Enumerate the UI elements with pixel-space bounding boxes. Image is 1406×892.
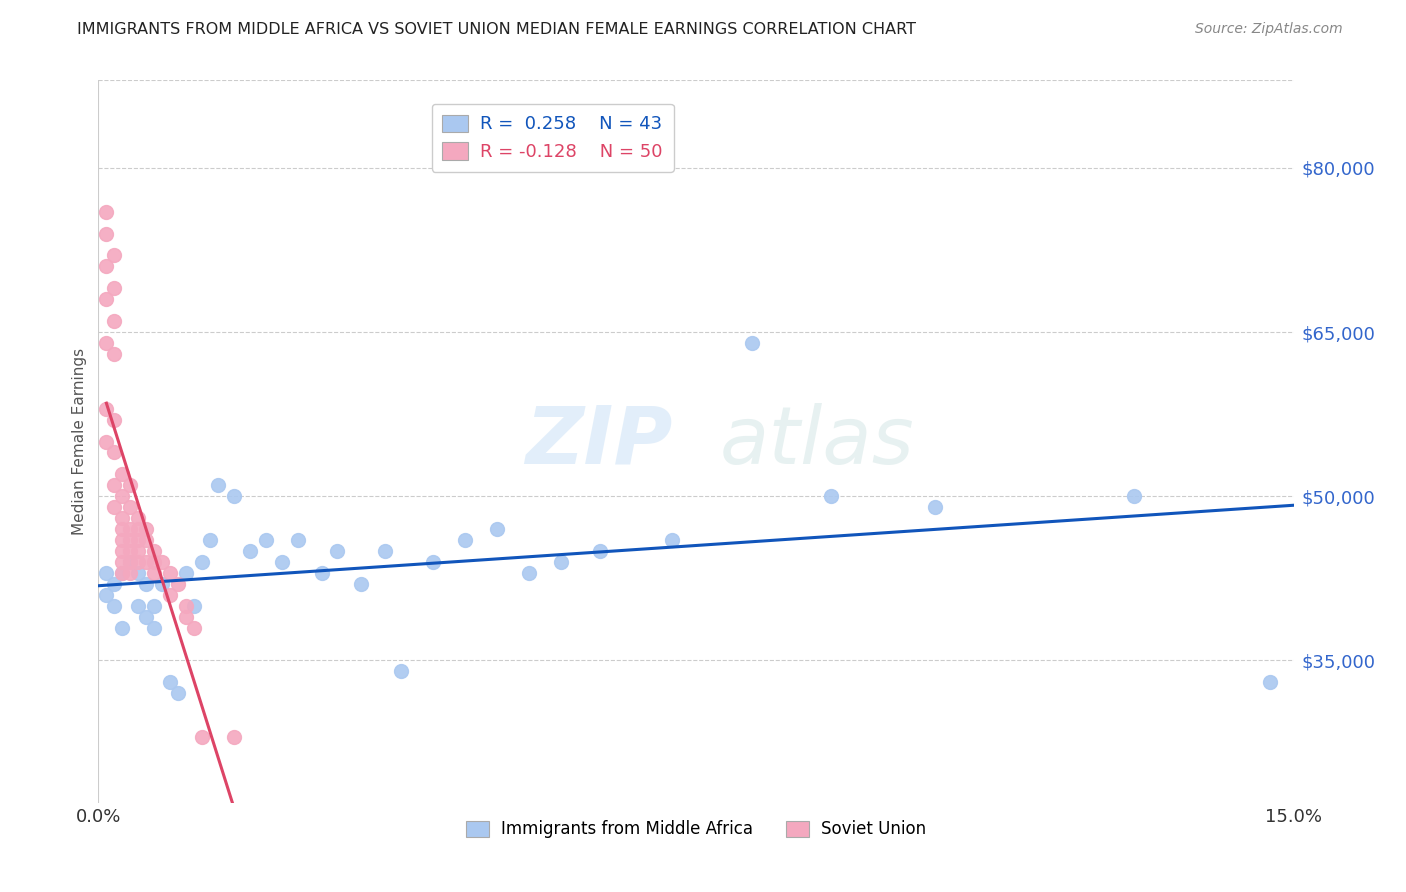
Point (127, 522, 149, 536)
Point (374, 544, 396, 558)
Point (143, 555, 166, 569)
Point (1258, 675, 1281, 690)
Point (222, 489, 245, 503)
Point (127, 566, 149, 580)
Point (239, 544, 262, 558)
Point (820, 489, 842, 503)
Point (111, 566, 134, 580)
Point (222, 730, 245, 744)
Point (111, 511, 134, 525)
Point (174, 599, 197, 613)
Point (96, 336, 118, 351)
Point (517, 566, 540, 580)
Point (135, 577, 157, 591)
Point (485, 522, 508, 536)
Point (135, 609, 157, 624)
Point (741, 336, 763, 351)
Point (111, 621, 134, 635)
Point (120, 566, 142, 580)
Point (111, 522, 134, 536)
Point (96, 401, 118, 416)
Point (174, 609, 197, 624)
Point (287, 533, 309, 547)
Point (127, 533, 149, 547)
Point (120, 533, 142, 547)
Point (103, 412, 125, 426)
Point (103, 314, 125, 328)
Point (103, 281, 125, 295)
Point (103, 599, 125, 613)
Point (389, 665, 412, 679)
Point (143, 544, 166, 558)
Point (143, 599, 166, 613)
Point (143, 566, 166, 580)
Point (661, 533, 683, 547)
Point (96, 292, 118, 306)
Point (96, 260, 118, 274)
Point (350, 577, 373, 591)
Point (191, 730, 214, 744)
Point (120, 555, 142, 569)
Point (96, 566, 118, 580)
Point (191, 555, 214, 569)
Legend: Immigrants from Middle Africa, Soviet Union: Immigrants from Middle Africa, Soviet Un… (460, 814, 932, 845)
Point (183, 599, 205, 613)
Point (120, 500, 142, 515)
Text: atlas: atlas (720, 402, 915, 481)
Point (103, 347, 125, 361)
Point (150, 555, 173, 569)
Point (111, 555, 134, 569)
Point (111, 489, 134, 503)
Point (198, 533, 221, 547)
Point (120, 478, 142, 492)
Point (422, 555, 444, 569)
Point (254, 533, 277, 547)
Point (159, 566, 181, 580)
Point (127, 599, 149, 613)
Point (135, 555, 157, 569)
Point (96, 204, 118, 219)
Point (96, 434, 118, 449)
Point (183, 621, 205, 635)
Point (167, 577, 190, 591)
Point (96, 227, 118, 241)
Text: Source: ZipAtlas.com: Source: ZipAtlas.com (1195, 22, 1343, 37)
Point (135, 522, 157, 536)
Point (111, 544, 134, 558)
Point (311, 566, 333, 580)
Point (103, 500, 125, 515)
Point (174, 566, 197, 580)
Point (103, 577, 125, 591)
Text: IMMIGRANTS FROM MIDDLE AFRICA VS SOVIET UNION MEDIAN FEMALE EARNINGS CORRELATION: IMMIGRANTS FROM MIDDLE AFRICA VS SOVIET … (77, 22, 917, 37)
Point (150, 577, 173, 591)
Point (111, 566, 134, 580)
Point (207, 478, 229, 492)
Point (111, 533, 134, 547)
Point (270, 555, 292, 569)
Point (127, 555, 149, 569)
Y-axis label: Median Female Earnings: Median Female Earnings (72, 348, 87, 535)
Point (120, 555, 142, 569)
Point (103, 478, 125, 492)
Text: ZIP: ZIP (524, 402, 672, 481)
Point (135, 533, 157, 547)
Point (589, 544, 612, 558)
Point (143, 621, 166, 635)
Point (326, 544, 349, 558)
Point (167, 686, 190, 700)
Point (103, 445, 125, 459)
Point (127, 544, 149, 558)
Point (103, 248, 125, 262)
Point (1123, 489, 1146, 503)
Point (924, 500, 946, 515)
Point (159, 675, 181, 690)
Point (120, 522, 142, 536)
Point (127, 511, 149, 525)
Point (111, 467, 134, 482)
Point (159, 588, 181, 602)
Point (454, 533, 477, 547)
Point (550, 555, 572, 569)
Point (96, 588, 118, 602)
Point (120, 544, 142, 558)
